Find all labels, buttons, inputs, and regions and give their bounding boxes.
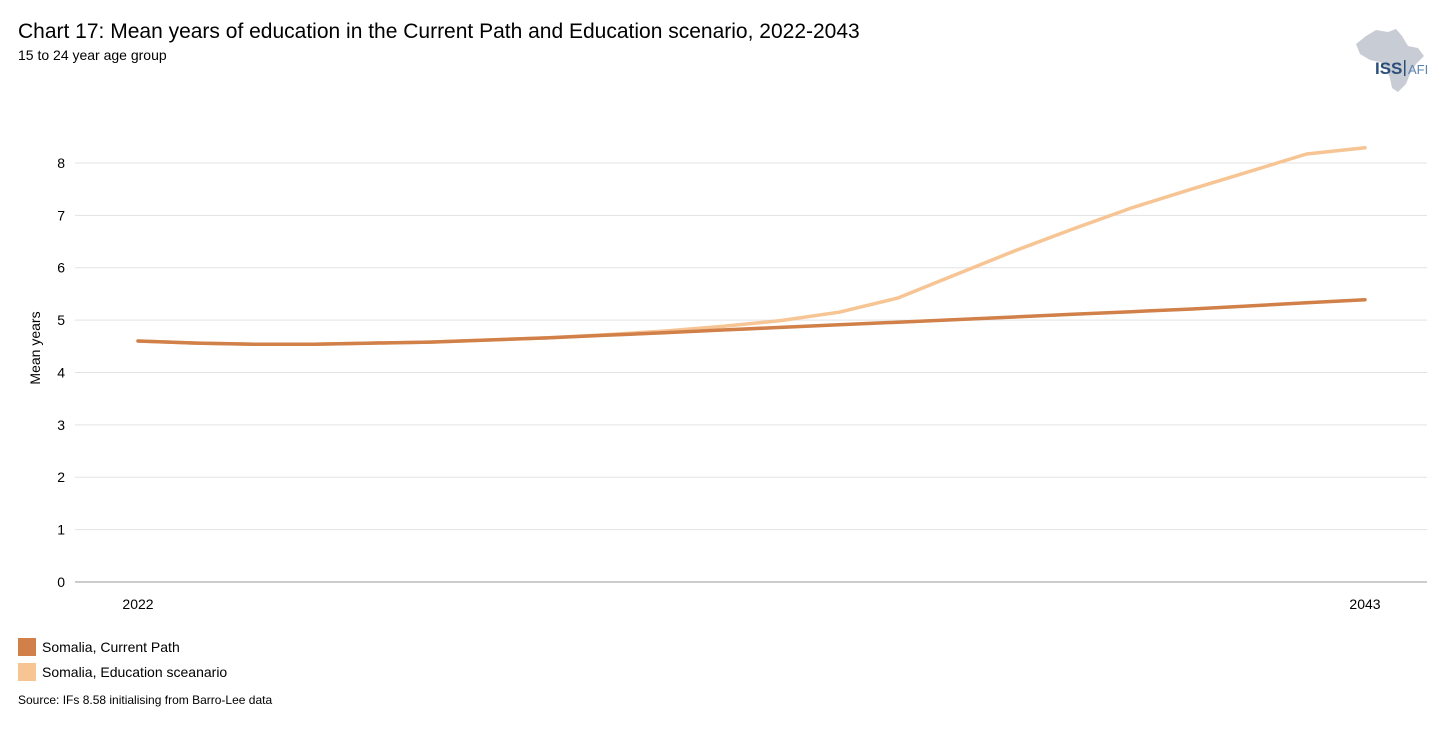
logo-divider	[1404, 60, 1406, 76]
y-tick-label-6: 6	[57, 260, 65, 276]
legend-swatch-current-path	[18, 637, 36, 656]
legend-swatch-education-scenario	[18, 662, 36, 681]
y-tick-label-8: 8	[57, 155, 65, 171]
x-axis-ticks: 2022 2043	[122, 596, 1380, 612]
chart-subtitle: 15 to 24 year age group	[18, 47, 167, 63]
y-axis-ticks: 0 1 2 3 4 5 6 7 8	[57, 155, 65, 590]
y-tick-label-1: 1	[57, 522, 65, 538]
y-tick-label-3: 3	[57, 417, 65, 433]
legend-label-current-path: Somalia, Current Path	[42, 638, 180, 655]
source-note: Source: IFs 8.58 initialising from Barro…	[18, 693, 273, 707]
y-tick-label-0: 0	[57, 574, 65, 590]
y-tick-label-4: 4	[57, 364, 65, 380]
y-axis-title: Mean years	[27, 311, 43, 384]
x-tick-label-2022: 2022	[122, 596, 153, 612]
y-tick-label-5: 5	[57, 312, 65, 328]
x-tick-label-2043: 2043	[1349, 596, 1380, 612]
legend: Somalia, Current Path Somalia, Education…	[18, 634, 227, 684]
gridlines	[75, 162, 1427, 531]
series-line-education-scenario	[136, 146, 1367, 346]
legend-label-education-scenario: Somalia, Education sceanario	[42, 663, 228, 680]
legend-item-education-scenario: Somalia, Education sceanario	[18, 659, 227, 684]
legend-item-current-path: Somalia, Current Path	[18, 634, 227, 659]
logo-text-afi: AFI	[1408, 62, 1428, 77]
iss-afi-logo: ISS AFI	[1356, 29, 1428, 92]
series-line-current-path	[136, 297, 1367, 346]
y-tick-label-2: 2	[57, 469, 65, 485]
y-tick-label-7: 7	[57, 207, 65, 223]
africa-map-icon	[1356, 29, 1424, 92]
logo-text-iss: ISS	[1375, 59, 1402, 78]
chart-title: Chart 17: Mean years of education in the…	[18, 20, 860, 43]
series-lines	[136, 146, 1367, 346]
